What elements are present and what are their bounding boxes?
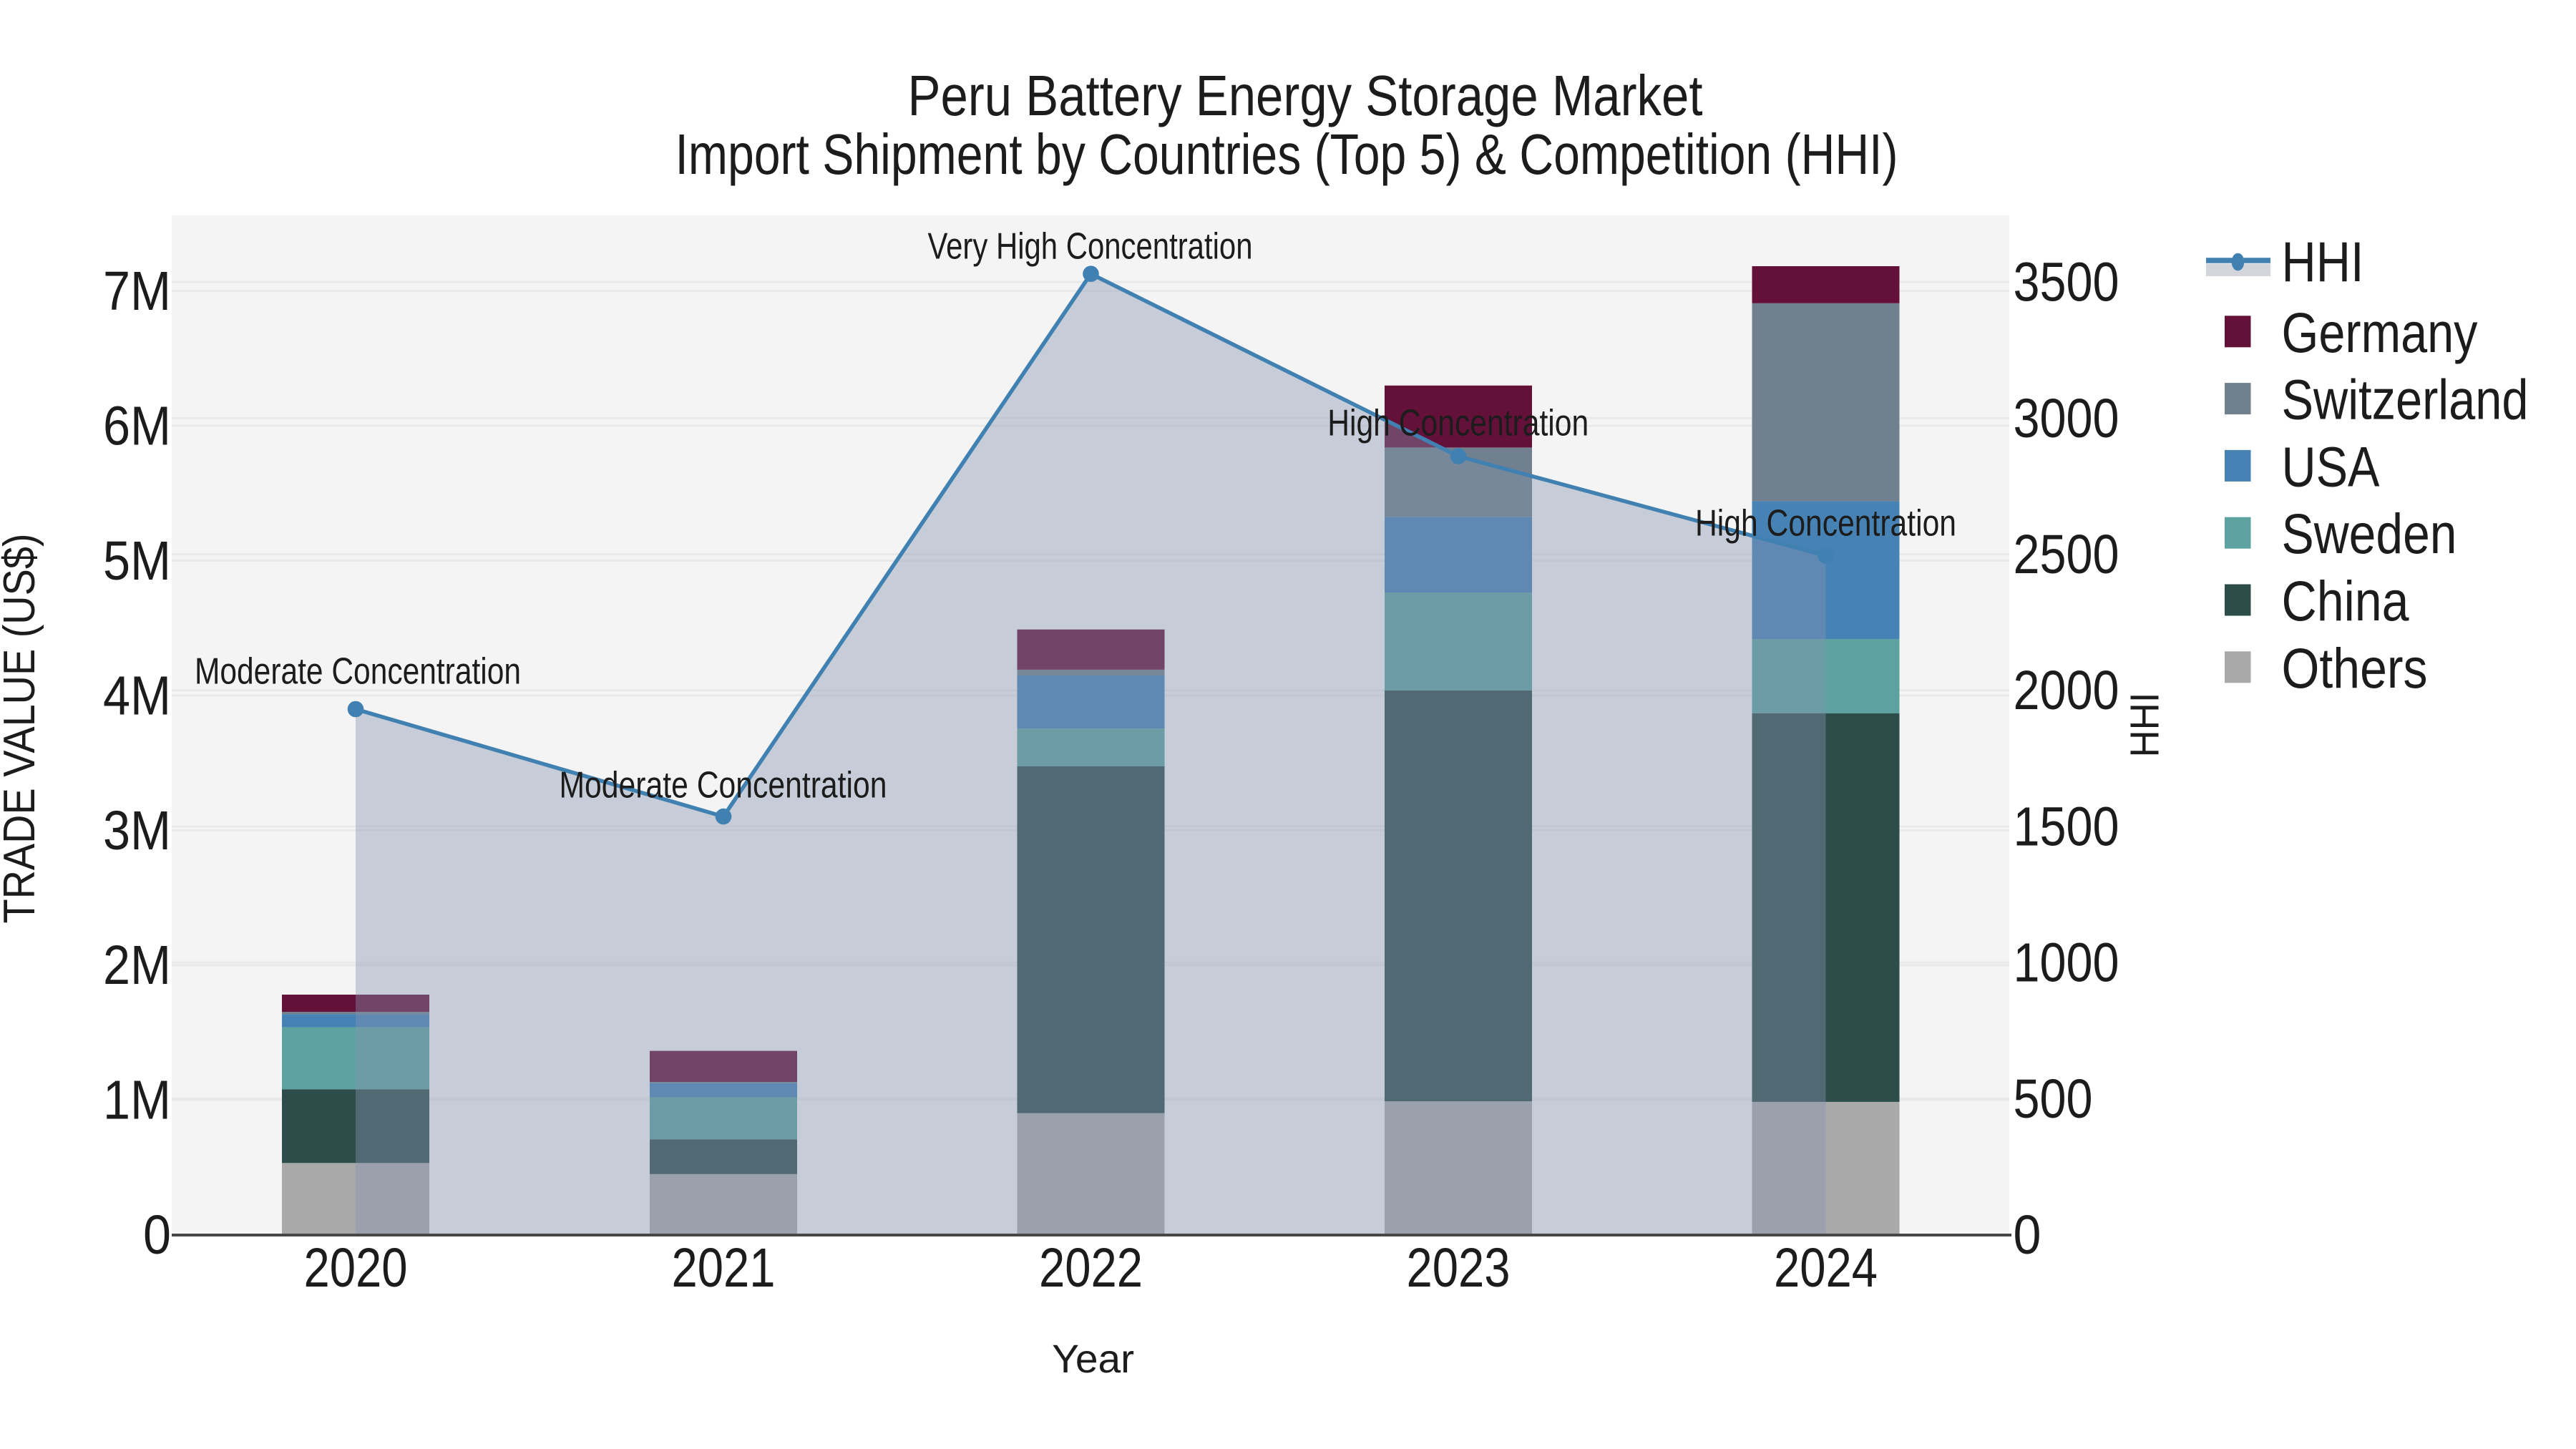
svg-text:6M: 6M — [103, 396, 171, 457]
svg-text:2022: 2022 — [1039, 1237, 1143, 1299]
svg-text:3500: 3500 — [2014, 252, 2119, 313]
svg-text:Moderate Concentration: Moderate Concentration — [195, 651, 521, 693]
svg-text:Peru Battery Energy Storage Ma: Peru Battery Energy Storage Market — [908, 64, 1703, 127]
svg-text:2023: 2023 — [1407, 1237, 1511, 1299]
svg-text:500: 500 — [2014, 1068, 2093, 1130]
svg-text:2024: 2024 — [1774, 1237, 1878, 1299]
svg-text:1M: 1M — [103, 1070, 171, 1131]
svg-text:Moderate Concentration: Moderate Concentration — [560, 765, 887, 806]
svg-text:USA: USA — [2282, 434, 2380, 498]
svg-text:4M: 4M — [103, 665, 171, 726]
svg-text:5M: 5M — [103, 530, 171, 592]
svg-text:TRADE VALUE (US$): TRADE VALUE (US$) — [0, 534, 44, 924]
svg-text:Others: Others — [2282, 636, 2428, 700]
svg-text:HHI: HHI — [2122, 693, 2168, 758]
svg-text:3M: 3M — [103, 800, 171, 862]
svg-text:2000: 2000 — [2014, 660, 2119, 721]
svg-text:Sweden: Sweden — [2282, 502, 2457, 565]
svg-text:High Concentration: High Concentration — [1695, 503, 1956, 545]
svg-text:3000: 3000 — [2014, 388, 2119, 449]
svg-text:1000: 1000 — [2014, 932, 2119, 994]
svg-text:0: 0 — [143, 1204, 171, 1266]
svg-text:0: 0 — [2014, 1204, 2041, 1266]
svg-text:HHI: HHI — [2282, 230, 2364, 293]
svg-text:Year: Year — [1052, 1336, 1134, 1381]
svg-text:China: China — [2282, 569, 2409, 633]
svg-text:High Concentration: High Concentration — [1327, 402, 1589, 444]
svg-text:Import Shipment by Countries (: Import Shipment by Countries (Top 5) & C… — [675, 122, 1898, 186]
svg-text:1500: 1500 — [2014, 796, 2119, 857]
svg-text:Very High Concentration: Very High Concentration — [928, 226, 1253, 268]
svg-text:2020: 2020 — [304, 1237, 408, 1299]
svg-text:Germany: Germany — [2282, 301, 2478, 364]
svg-text:Switzerland: Switzerland — [2282, 368, 2529, 431]
svg-text:2500: 2500 — [2014, 524, 2119, 585]
svg-text:7M: 7M — [103, 260, 171, 322]
svg-text:2021: 2021 — [672, 1237, 776, 1299]
svg-text:2M: 2M — [103, 935, 171, 996]
